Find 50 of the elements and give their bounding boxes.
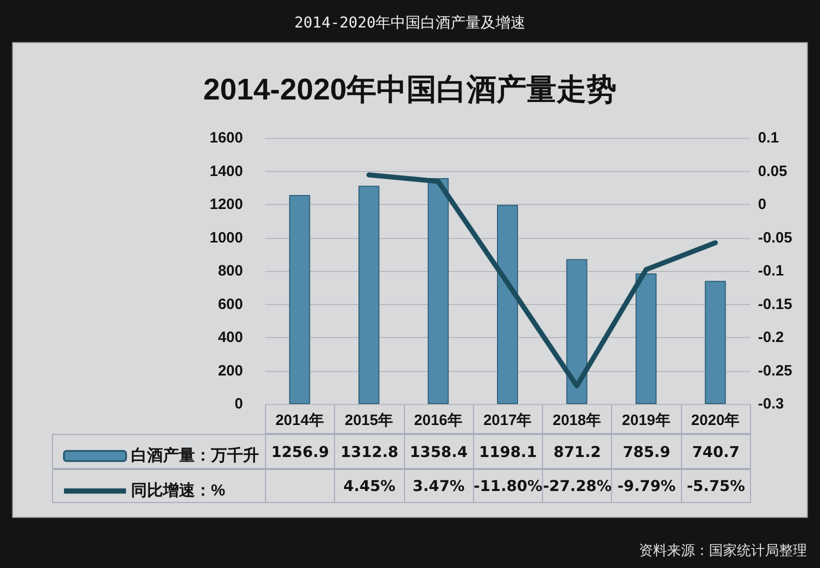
data-label: 4.45% — [334, 469, 405, 503]
data-label: 3.47% — [404, 469, 474, 503]
bar — [497, 204, 518, 404]
y2-tick-label: -0.15 — [758, 296, 792, 313]
x-tick-label: 2020年 — [691, 412, 740, 429]
data-label: -9.79% — [611, 469, 682, 503]
y2-tick-label: 0.05 — [758, 162, 788, 180]
data-label: 740.7 — [680, 434, 751, 469]
x-tick-label: 2019年 — [622, 412, 670, 429]
y2-tick-label: -0.25 — [758, 362, 792, 380]
chart-title: 2014-2020年中国白酒产量及增速 — [294, 14, 526, 32]
text: 资料来源：国家统计局整理 — [639, 542, 807, 558]
data-label: 1312.8 — [334, 434, 405, 469]
data-label: 1358.4 — [404, 434, 474, 469]
x-tick-label: 2014年 — [275, 412, 324, 429]
y-tick-label: 1200 — [210, 196, 243, 213]
bar — [566, 259, 588, 404]
y2-tick-label: -0.2 — [758, 329, 784, 346]
data-label: -11.80% — [472, 469, 544, 503]
y2-tick-label: -0.3 — [758, 396, 784, 412]
y2-tick-label: -0.1 — [758, 262, 784, 280]
y-tick-label: 1600 — [210, 130, 243, 146]
y-tick-label: 1000 — [210, 229, 243, 246]
y-tick-label: 800 — [218, 262, 243, 280]
x-tick-label: 2015年 — [344, 412, 394, 429]
x-tick-label: 2017年 — [483, 412, 532, 429]
x-tick-label: 2018年 — [552, 412, 601, 429]
legend-label: 白酒产量：万千升 — [131, 446, 259, 464]
data-label: 785.9 — [611, 434, 682, 469]
y-tick-label: 200 — [218, 362, 243, 380]
y-tick-label: 1400 — [210, 162, 243, 180]
y2-tick-label: 0 — [758, 196, 766, 213]
bar — [358, 186, 380, 404]
data-label: -5.75% — [680, 469, 751, 503]
y2-tick-label: -0.05 — [758, 229, 792, 246]
y-tick-label: 600 — [218, 296, 243, 313]
bar — [704, 280, 726, 404]
y2-tick-label: 0.1 — [758, 130, 779, 146]
bar — [636, 273, 657, 404]
bar — [428, 178, 449, 404]
y-tick-label: 400 — [218, 329, 243, 346]
bar — [289, 195, 310, 404]
data-label: 1256.9 — [265, 434, 336, 469]
y-tick-label: 0 — [234, 396, 243, 412]
chart-subtitle: 2014-2020年中国白酒产量走势 — [203, 74, 617, 106]
data-label: -27.28% — [542, 469, 612, 503]
data-label: 1198.1 — [472, 434, 544, 469]
legend-label: 同比增速：% — [131, 482, 226, 500]
x-tick-label: 2016年 — [414, 412, 462, 429]
data-label: 871.2 — [542, 434, 612, 469]
